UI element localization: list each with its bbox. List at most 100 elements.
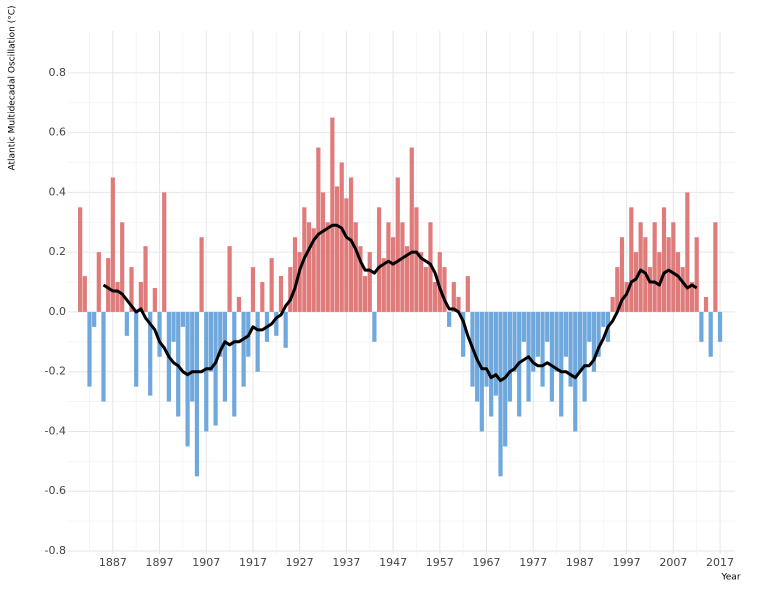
- bar: [316, 147, 321, 312]
- bar: [624, 282, 629, 312]
- x-axis-label: Year: [720, 573, 740, 583]
- bar: [540, 311, 545, 387]
- bar: [157, 311, 162, 357]
- bar: [465, 276, 470, 312]
- y-tick-label: 0.6: [49, 126, 67, 139]
- bar: [358, 246, 363, 312]
- bar: [559, 311, 564, 417]
- bar: [260, 282, 265, 312]
- bar: [433, 282, 438, 312]
- bar: [708, 311, 713, 357]
- bar: [601, 311, 606, 327]
- bar: [489, 311, 494, 417]
- bar: [148, 311, 153, 396]
- x-tick-label: 1937: [332, 556, 360, 569]
- bar: [199, 237, 204, 312]
- bar: [138, 282, 143, 312]
- bar: [129, 267, 134, 312]
- bar: [339, 162, 344, 312]
- bar: [615, 267, 620, 312]
- bar: [647, 267, 653, 312]
- x-tick-label: 2007: [659, 556, 687, 569]
- y-tick-label: 0.0: [49, 305, 67, 318]
- bar: [447, 311, 452, 327]
- bar: [325, 222, 330, 312]
- bar: [456, 296, 461, 312]
- x-tick-label: 2017: [706, 556, 734, 569]
- bar: [390, 237, 396, 312]
- bar: [661, 207, 667, 312]
- y-tick-label: -0.6: [45, 484, 66, 497]
- bar: [78, 207, 83, 312]
- bar: [115, 282, 120, 312]
- x-tick-label: 1977: [519, 556, 547, 569]
- bar: [101, 311, 106, 402]
- bar: [208, 311, 214, 372]
- bar: [414, 207, 419, 312]
- bar: [573, 311, 578, 432]
- bar: [666, 237, 671, 312]
- bar: [274, 311, 279, 336]
- y-tick-label: 0.2: [49, 245, 67, 258]
- bar: [596, 311, 601, 357]
- bar: [283, 311, 288, 348]
- x-tick-label: 1987: [566, 556, 594, 569]
- smoothed-line: [102, 223, 698, 383]
- bar: [194, 311, 200, 477]
- bar: [204, 311, 209, 432]
- bar: [395, 177, 400, 312]
- bar: [680, 267, 685, 312]
- bar: [507, 311, 512, 402]
- bar: [344, 198, 349, 312]
- bar: [87, 311, 92, 387]
- bar: [461, 311, 466, 357]
- bar: [629, 207, 634, 312]
- x-tick-label: 1997: [613, 556, 641, 569]
- bar: [423, 267, 428, 312]
- bar: [484, 311, 489, 387]
- bar: [288, 267, 293, 312]
- bar: [269, 258, 274, 312]
- bar: [190, 311, 195, 402]
- bar: [106, 258, 111, 312]
- bar: [297, 252, 302, 312]
- bar: [82, 276, 87, 312]
- bar: [348, 177, 354, 312]
- bar: [405, 246, 410, 312]
- bar: [124, 311, 129, 336]
- bar: [250, 267, 256, 312]
- bar: [255, 311, 260, 372]
- bar: [582, 311, 587, 402]
- bar: [292, 237, 298, 312]
- bar: [577, 311, 583, 372]
- bar: [493, 311, 498, 396]
- bar: [376, 207, 382, 312]
- y-tick-label: -0.8: [45, 544, 66, 557]
- bar: [236, 296, 242, 312]
- bar: [232, 311, 237, 417]
- bar: [143, 246, 148, 312]
- bar: [213, 311, 218, 426]
- x-tick-label: 1897: [146, 556, 174, 569]
- bar: [437, 252, 442, 312]
- bar: [717, 311, 723, 342]
- bar: [409, 147, 414, 312]
- bar: [241, 311, 246, 387]
- bar: [152, 288, 157, 312]
- bar: [381, 258, 386, 312]
- y-tick-label: 0.4: [49, 185, 67, 198]
- bar: [134, 311, 139, 387]
- bar: [568, 311, 573, 387]
- y-tick-label: -0.4: [45, 424, 66, 437]
- bar: [699, 311, 704, 342]
- bar: [563, 311, 569, 357]
- bar: [227, 246, 232, 312]
- bar: [535, 311, 540, 357]
- bar: [96, 252, 101, 312]
- bar: [694, 237, 699, 312]
- y-tick-label: 0.8: [49, 66, 67, 79]
- bar: [689, 282, 695, 312]
- x-tick-label: 1957: [426, 556, 454, 569]
- bar: [180, 311, 186, 327]
